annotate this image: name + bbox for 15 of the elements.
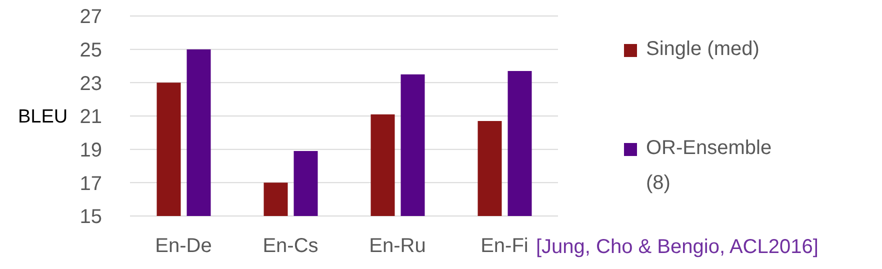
y-tick-label: 27 xyxy=(80,6,102,28)
y-tick-label: 23 xyxy=(80,72,102,95)
x-tick-label: En-Cs xyxy=(262,235,318,258)
x-tick-label: En-De xyxy=(155,235,212,258)
x-tick-label: En-Fi xyxy=(480,235,528,258)
legend-label: Single (med) xyxy=(646,37,760,62)
y-tick-label: 15 xyxy=(80,206,102,228)
legend-label: OR-Ensemble (8) xyxy=(646,136,773,196)
text: [Jung, Cho & Bengio, ACL2016] xyxy=(536,236,818,259)
y-tick-label: 19 xyxy=(80,139,102,162)
y-axis-title: BLEU xyxy=(18,106,68,128)
x-tick-label: En-Ru xyxy=(369,235,426,258)
y-tick-label: 17 xyxy=(80,172,102,195)
y-tick-label: 21 xyxy=(80,106,102,128)
y-tick-label: 25 xyxy=(80,39,102,62)
